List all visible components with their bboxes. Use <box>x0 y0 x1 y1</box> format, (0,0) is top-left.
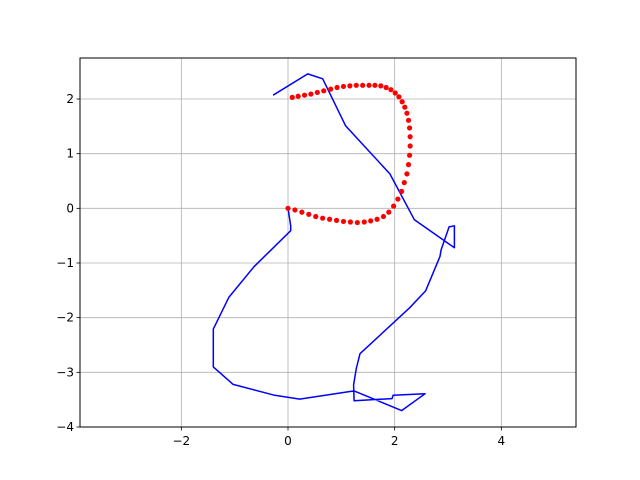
plot-area <box>80 58 576 427</box>
scatter-point <box>386 209 392 215</box>
scatter-point <box>289 94 295 100</box>
y-tick-label: −1 <box>56 256 74 270</box>
scatter-point <box>354 219 360 226</box>
scatter-point <box>407 152 413 158</box>
scatter-point <box>308 91 314 97</box>
data-layer <box>212 73 456 412</box>
x-tick-label: 2 <box>391 434 399 448</box>
scatter-point <box>314 89 320 96</box>
scatter-point <box>405 162 412 168</box>
scatter-point <box>328 86 334 92</box>
scatter-point <box>407 134 413 140</box>
scatter-point <box>321 88 327 94</box>
scatter-point <box>313 213 319 220</box>
scatter-point <box>395 196 401 202</box>
scatter-point <box>399 188 405 194</box>
y-tick-label: −3 <box>56 365 74 379</box>
scatter-point <box>407 143 413 149</box>
plot-frame <box>79 57 577 428</box>
scatter-point <box>383 84 389 91</box>
x-tick-label: −2 <box>172 434 190 448</box>
scatter-point <box>404 171 410 177</box>
y-tick-label: 1 <box>66 147 74 161</box>
scatter-point <box>320 215 326 221</box>
scatter-point <box>347 83 353 89</box>
scatter-point <box>396 94 402 100</box>
scatter-point <box>353 82 359 88</box>
scatter-point <box>391 203 397 209</box>
y-tick-label: −2 <box>56 311 74 325</box>
scatter-point <box>399 99 405 105</box>
scatter-point <box>360 82 366 88</box>
y-tick-label: −4 <box>56 420 74 434</box>
y-tick-label: 0 <box>66 201 74 215</box>
series-line-0 <box>212 73 456 412</box>
scatter-point <box>306 211 312 217</box>
scatter-point <box>340 83 347 90</box>
scatter-point <box>361 219 367 225</box>
scatter-point <box>372 82 378 88</box>
scatter-point <box>366 82 372 88</box>
scatter-point <box>368 218 374 224</box>
x-tick-label: 4 <box>498 434 506 448</box>
scatter-point <box>347 219 353 225</box>
scatter-point <box>380 213 387 220</box>
y-tick-label: 2 <box>66 92 74 106</box>
scatter-point <box>295 93 301 99</box>
scatter-point <box>407 125 413 131</box>
scatter-point <box>405 117 412 123</box>
scatter-point <box>292 207 298 213</box>
axis-ticks: −2 0 2 4 −4 −3 −2 −1 0 1 2 <box>56 92 505 448</box>
scatter-point <box>402 104 408 110</box>
scatter-point <box>392 90 398 96</box>
scatter-point <box>334 84 340 91</box>
scatter-point <box>333 217 340 223</box>
scatter-point <box>374 216 380 222</box>
scatter-point <box>378 83 384 89</box>
scatter-point <box>299 209 305 215</box>
scatter-point <box>340 218 347 225</box>
scatter-point <box>388 87 394 93</box>
scatter-point <box>401 180 407 186</box>
scatter-point <box>404 110 410 116</box>
scatter-point <box>285 205 291 211</box>
scatter-point <box>301 92 308 98</box>
x-tick-label: 0 <box>284 434 292 448</box>
scatter-point <box>327 216 333 222</box>
